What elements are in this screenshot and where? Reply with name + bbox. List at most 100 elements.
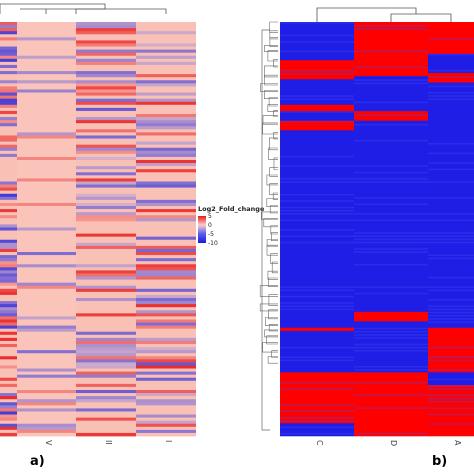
heatmap-a-cell [76, 156, 136, 161]
heatmap-a-cell [0, 334, 17, 339]
heatmap-a-cell [76, 267, 136, 271]
heatmap-a-cell [17, 350, 76, 354]
heatmap-a-cell [136, 150, 196, 155]
heatmap-a-cell [136, 163, 196, 167]
heatmap-a-cell [17, 399, 76, 403]
heatmap-a-cell [0, 408, 17, 412]
heatmap-a-cell [136, 267, 196, 271]
heatmap-b-stripe [354, 343, 428, 346]
heatmap-a-cell [76, 252, 136, 256]
heatmap-b-stripe [354, 139, 428, 142]
heatmap-a-cell [136, 86, 196, 90]
heatmap-a-cell [0, 114, 17, 118]
heatmap-a-cell [76, 319, 136, 323]
heatmap-a-cell [17, 196, 76, 201]
heatmap-a-cell [136, 258, 196, 262]
heatmap-a-cell [0, 160, 17, 164]
heatmap-b-block [280, 120, 354, 131]
heatmap-b-stripe [280, 209, 354, 212]
heatmap-b-stripe [428, 152, 474, 155]
heatmap-a-cell [0, 255, 17, 259]
heatmap-a-cell [136, 417, 196, 422]
heatmap-a-cell [17, 245, 76, 250]
heatmap-a-cell [136, 264, 196, 268]
heatmap-a-cell [136, 49, 196, 54]
heatmap-a-cell [76, 86, 136, 90]
heatmap-b-stripe [280, 346, 354, 349]
color-legend: Log2_Fold_change 5 0 -5 -10 [198, 205, 265, 247]
heatmap-a-cell [17, 224, 76, 228]
heatmap-a-cell [0, 273, 17, 277]
heatmap-b-stripe [280, 155, 354, 158]
heatmap-b-stripe [354, 432, 428, 435]
heatmap-a-cell [0, 307, 17, 311]
heatmap-b-stripe [428, 168, 474, 171]
heatmap-b-stripe [354, 171, 428, 174]
heatmap-a-cell [17, 46, 76, 50]
heatmap-b-stripe [280, 229, 354, 231]
heatmap-b-block [428, 82, 474, 329]
heatmap-a-cell [0, 153, 17, 158]
heatmap-a-cell [17, 344, 76, 348]
heatmap-a-cell [17, 61, 76, 66]
heatmap-b-stripe [280, 381, 354, 384]
heatmap-a-cell [17, 414, 76, 418]
heatmap-b-stripe [354, 28, 428, 30]
heatmap-a-cell [136, 356, 196, 360]
heatmap-a-cell [17, 135, 76, 139]
heatmap-a-cell [76, 196, 136, 201]
heatmap-a-cell [0, 92, 17, 96]
heatmap-a-cell [76, 43, 136, 47]
heatmap-a-cell [0, 83, 17, 87]
heatmap-a-cell [136, 55, 196, 60]
heatmap-a-cell [17, 153, 76, 158]
column-label-b: C [315, 440, 324, 446]
panel-label-a: a) [30, 454, 45, 469]
heatmap-a-cell [17, 89, 76, 93]
heatmap-a-cell [76, 144, 136, 149]
heatmap-a-cell [0, 344, 17, 348]
heatmap-a-cell [76, 184, 136, 188]
heatmap-b-stripe [280, 404, 354, 406]
heatmap-a-cell [76, 230, 136, 234]
heatmap-a-cell [0, 331, 17, 336]
heatmap-a-cell [136, 285, 196, 290]
heatmap-a-cell [0, 230, 17, 234]
heatmap-a-cell [0, 43, 17, 47]
heatmap-a-cell [17, 374, 76, 379]
heatmap-a-cell [136, 178, 196, 182]
heatmap-a-cell [17, 319, 76, 323]
heatmap-a-cell [17, 184, 76, 188]
heatmap-a-cell [76, 129, 136, 133]
heatmap-a-cell [76, 80, 136, 84]
heatmap-a-cell [17, 77, 76, 81]
heatmap-a-cell [0, 37, 17, 41]
heatmap-a-cell [0, 138, 17, 142]
heatmap-a-cell [136, 270, 196, 274]
heatmap-b-stripe [280, 420, 354, 422]
heatmap-a-cell [17, 126, 76, 130]
heatmap-a-cell [136, 337, 196, 342]
heatmap-b-block [280, 111, 354, 122]
heatmap-a-cell [0, 95, 17, 100]
heatmap-a-cell [17, 34, 76, 38]
heatmap-a-cell [76, 141, 136, 146]
heatmap-a-cell [17, 288, 76, 293]
heatmap-a-cell [17, 307, 76, 311]
heatmap-a-cell [136, 393, 196, 397]
heatmap-a-cell [76, 123, 136, 127]
heatmap-a-cell [17, 187, 76, 192]
heatmap-b-block [280, 104, 354, 112]
heatmap-a-cell [0, 319, 17, 323]
heatmap-a-cell [17, 252, 76, 256]
heatmap-a-cell [76, 92, 136, 96]
heatmap-a-cell [136, 340, 196, 345]
heatmap-a-cell [0, 89, 17, 93]
heatmap-a-cell [0, 337, 17, 342]
heatmap-a-cell [76, 239, 136, 244]
heatmap-a-cell [0, 322, 17, 326]
heatmap-a-cell [17, 325, 76, 330]
heatmap-a-cell [0, 414, 17, 418]
heatmap-a-cell [17, 411, 76, 415]
